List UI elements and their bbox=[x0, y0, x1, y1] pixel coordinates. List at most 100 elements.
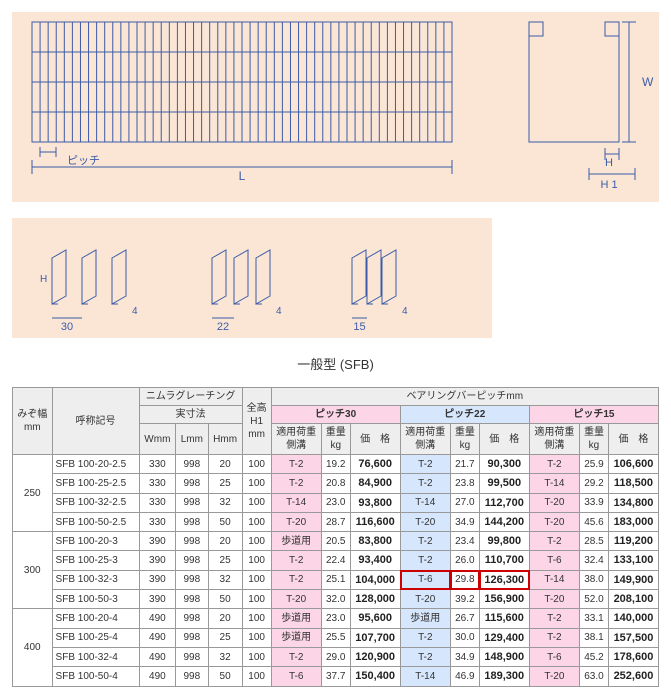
cell-L: 998 bbox=[176, 474, 208, 493]
h-bearing: ベアリングバーピッチmm bbox=[271, 388, 658, 406]
cell-p22-t: T-20 bbox=[400, 512, 450, 531]
cell-p15-p: 133,100 bbox=[608, 551, 658, 570]
spec-thead: みぞ幅mm 呼称記号 ニムラグレーチング 全高H1mm ベアリングバーピッチmm… bbox=[13, 388, 659, 455]
spec-tbody: 250SFB 100-20-2.533099820100T-219.276,60… bbox=[13, 455, 659, 687]
cell-p15-w: 52.0 bbox=[580, 590, 609, 609]
cell-p22-p: 156,900 bbox=[479, 590, 529, 609]
cell-p30-p: 104,000 bbox=[350, 570, 400, 589]
cell-p15-w: 29.2 bbox=[580, 474, 609, 493]
cell-p22-p: 126,300 bbox=[479, 570, 529, 589]
cell-kigo: SFB 100-50-3 bbox=[52, 590, 139, 609]
cell-p22-p: 112,700 bbox=[479, 493, 529, 512]
cell-H1: 100 bbox=[242, 455, 271, 474]
cell-p22-w: 29.8 bbox=[450, 570, 479, 589]
h-H: Hmm bbox=[208, 424, 242, 455]
svg-text:4: 4 bbox=[402, 306, 408, 317]
cell-H: 25 bbox=[208, 551, 242, 570]
dim-pitch: ピッチ bbox=[67, 154, 100, 167]
top-diagram-panel: L ピッチ W H H 1 bbox=[12, 12, 659, 202]
cell-p15-t: T-14 bbox=[529, 570, 579, 589]
cell-p22-t: T-2 bbox=[400, 551, 450, 570]
cell-L: 998 bbox=[176, 512, 208, 531]
cell-p22-p: 99,800 bbox=[479, 532, 529, 551]
cell-L: 998 bbox=[176, 570, 208, 589]
dim-L: L bbox=[239, 169, 246, 182]
h-price-30: 価 格 bbox=[350, 424, 400, 455]
cell-p22-t: T-2 bbox=[400, 647, 450, 666]
cell-p22-t: T-2 bbox=[400, 628, 450, 647]
cell-H: 20 bbox=[208, 455, 242, 474]
cell-L: 998 bbox=[176, 455, 208, 474]
cell-H: 50 bbox=[208, 512, 242, 531]
cell-p22-t: T-6 bbox=[400, 570, 450, 589]
cell-H1: 100 bbox=[242, 532, 271, 551]
cell-kigo: SFB 100-20-3 bbox=[52, 532, 139, 551]
svg-text:4: 4 bbox=[132, 306, 138, 317]
table-row: SFB 100-50-449099850100T-637.7150,400T-1… bbox=[13, 667, 659, 686]
svg-text:H: H bbox=[40, 274, 47, 285]
cell-L: 998 bbox=[176, 647, 208, 666]
cell-p30-w: 19.2 bbox=[321, 455, 350, 474]
cell-H1: 100 bbox=[242, 551, 271, 570]
h-mizo: みぞ幅mm bbox=[13, 388, 53, 455]
svg-text:22: 22 bbox=[217, 321, 229, 333]
cell-p15-w: 33.1 bbox=[580, 609, 609, 628]
cell-p30-t: T-2 bbox=[271, 474, 321, 493]
cell-p30-p: 120,900 bbox=[350, 647, 400, 666]
cell-p22-w: 23.8 bbox=[450, 474, 479, 493]
cell-kigo: SFB 100-50-4 bbox=[52, 667, 139, 686]
table-row: SFB 100-32-2.533099832100T-1423.093,800T… bbox=[13, 493, 659, 512]
cell-p22-t: T-14 bbox=[400, 493, 450, 512]
cell-W: 490 bbox=[139, 609, 176, 628]
cell-W: 390 bbox=[139, 590, 176, 609]
cell-p22-t: T-2 bbox=[400, 474, 450, 493]
cell-p15-p: 140,000 bbox=[608, 609, 658, 628]
cell-H: 20 bbox=[208, 532, 242, 551]
cell-H1: 100 bbox=[242, 493, 271, 512]
h-tek-15: 適用荷重側溝 bbox=[529, 424, 579, 455]
cell-p30-w: 22.4 bbox=[321, 551, 350, 570]
cell-p15-w: 38.0 bbox=[580, 570, 609, 589]
cell-p30-t: T-2 bbox=[271, 455, 321, 474]
cell-p22-w: 30.0 bbox=[450, 628, 479, 647]
cell-p15-p: 134,800 bbox=[608, 493, 658, 512]
cell-p30-w: 25.1 bbox=[321, 570, 350, 589]
cell-L: 998 bbox=[176, 551, 208, 570]
cell-W: 390 bbox=[139, 532, 176, 551]
cell-mizo: 250 bbox=[13, 455, 53, 532]
cell-p22-w: 23.4 bbox=[450, 532, 479, 551]
cell-L: 998 bbox=[176, 667, 208, 686]
cell-p15-w: 28.5 bbox=[580, 532, 609, 551]
cell-W: 490 bbox=[139, 667, 176, 686]
cell-p22-p: 99,500 bbox=[479, 474, 529, 493]
cell-p15-p: 208,100 bbox=[608, 590, 658, 609]
svg-text:15: 15 bbox=[353, 321, 365, 333]
cell-p15-t: T-20 bbox=[529, 493, 579, 512]
cell-p30-p: 93,800 bbox=[350, 493, 400, 512]
cell-W: 330 bbox=[139, 493, 176, 512]
cell-H: 50 bbox=[208, 667, 242, 686]
cell-L: 998 bbox=[176, 590, 208, 609]
h-p30: ピッチ30 bbox=[271, 406, 400, 424]
cell-kigo: SFB 100-25-4 bbox=[52, 628, 139, 647]
cell-p22-t: T-14 bbox=[400, 667, 450, 686]
type-diagram-panel: 304224154H bbox=[12, 218, 492, 338]
cell-p30-t: T-20 bbox=[271, 512, 321, 531]
cell-p15-p: 252,600 bbox=[608, 667, 658, 686]
cell-p30-t: T-2 bbox=[271, 551, 321, 570]
cell-kigo: SFB 100-32-2.5 bbox=[52, 493, 139, 512]
cell-p30-p: 150,400 bbox=[350, 667, 400, 686]
cell-p30-p: 76,600 bbox=[350, 455, 400, 474]
cell-p22-p: 148,900 bbox=[479, 647, 529, 666]
svg-text:30: 30 bbox=[61, 321, 73, 333]
cell-p15-w: 33.9 bbox=[580, 493, 609, 512]
table-row: SFB 100-50-2.533099850100T-2028.7116,600… bbox=[13, 512, 659, 531]
h-jissun: 実寸法 bbox=[139, 406, 242, 424]
cell-W: 390 bbox=[139, 551, 176, 570]
table-row: SFB 100-32-449099832100T-229.0120,900T-2… bbox=[13, 647, 659, 666]
cell-p30-w: 37.7 bbox=[321, 667, 350, 686]
h-nimura: ニムラグレーチング bbox=[139, 388, 242, 406]
cell-p22-t: T-2 bbox=[400, 455, 450, 474]
cell-kigo: SFB 100-20-4 bbox=[52, 609, 139, 628]
cell-p30-w: 28.7 bbox=[321, 512, 350, 531]
